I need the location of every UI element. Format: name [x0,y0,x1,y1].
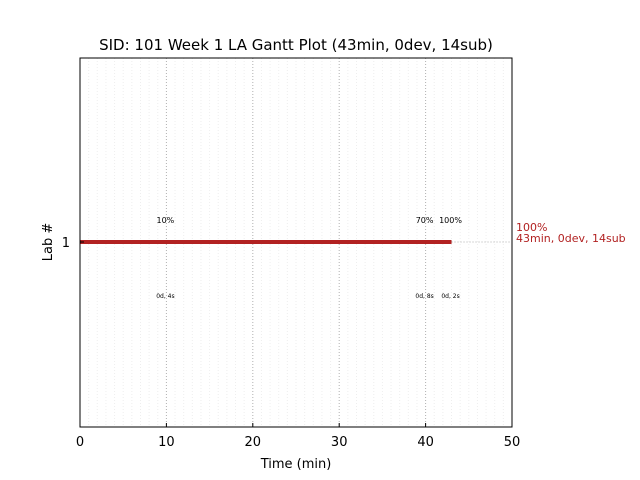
row-end-label-summary: 43min, 0dev, 14sub [516,232,626,245]
row-end-label-percent: 100% [516,221,547,234]
x-tick-label: 0 [76,435,84,450]
milestone-stat-label: 0d, 4s [156,293,174,300]
x-tick-label: 10 [158,435,175,450]
y-axis-label: Lab # [41,223,56,262]
milestone-stat-label: 0d, 8s [415,293,433,300]
x-axis-ticks: 0 10 20 30 40 50 [76,423,520,450]
milestone-percent-label: 70% [416,216,434,225]
x-tick-label: 40 [417,435,434,450]
x-tick-label: 50 [504,435,521,450]
milestone-stat-label: 0d, 2s [441,293,459,300]
milestone-percent-label: 10% [157,216,175,225]
x-tick-label: 30 [331,435,348,450]
x-tick-label: 20 [245,435,262,450]
y-tick-label: 1 [62,236,70,251]
chart-title: SID: 101 Week 1 LA Gantt Plot (43min, 0d… [99,36,493,54]
x-axis-label: Time (min) [260,457,332,472]
milestone-percent-label: 100% [439,216,462,225]
y-axis-ticks: 1 [62,236,84,251]
